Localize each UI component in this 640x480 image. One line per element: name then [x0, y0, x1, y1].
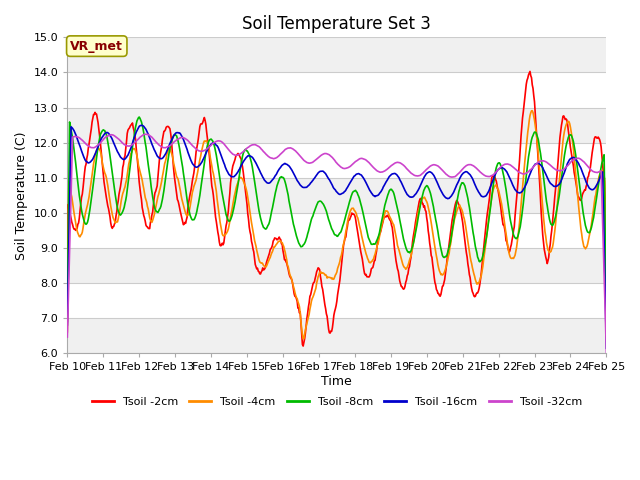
Y-axis label: Soil Temperature (C): Soil Temperature (C)	[15, 131, 28, 260]
X-axis label: Time: Time	[321, 375, 352, 388]
Bar	[67, 72, 606, 108]
Legend: Tsoil -2cm, Tsoil -4cm, Tsoil -8cm, Tsoil -16cm, Tsoil -32cm: Tsoil -2cm, Tsoil -4cm, Tsoil -8cm, Tsoi…	[87, 392, 586, 411]
Bar	[67, 248, 606, 283]
Bar	[67, 178, 606, 213]
Bar	[67, 108, 606, 143]
Bar	[67, 283, 606, 318]
Bar	[67, 318, 606, 353]
Title: Soil Temperature Set 3: Soil Temperature Set 3	[243, 15, 431, 33]
Bar	[67, 37, 606, 72]
Text: VR_met: VR_met	[70, 40, 124, 53]
Bar	[67, 143, 606, 178]
Bar	[67, 213, 606, 248]
